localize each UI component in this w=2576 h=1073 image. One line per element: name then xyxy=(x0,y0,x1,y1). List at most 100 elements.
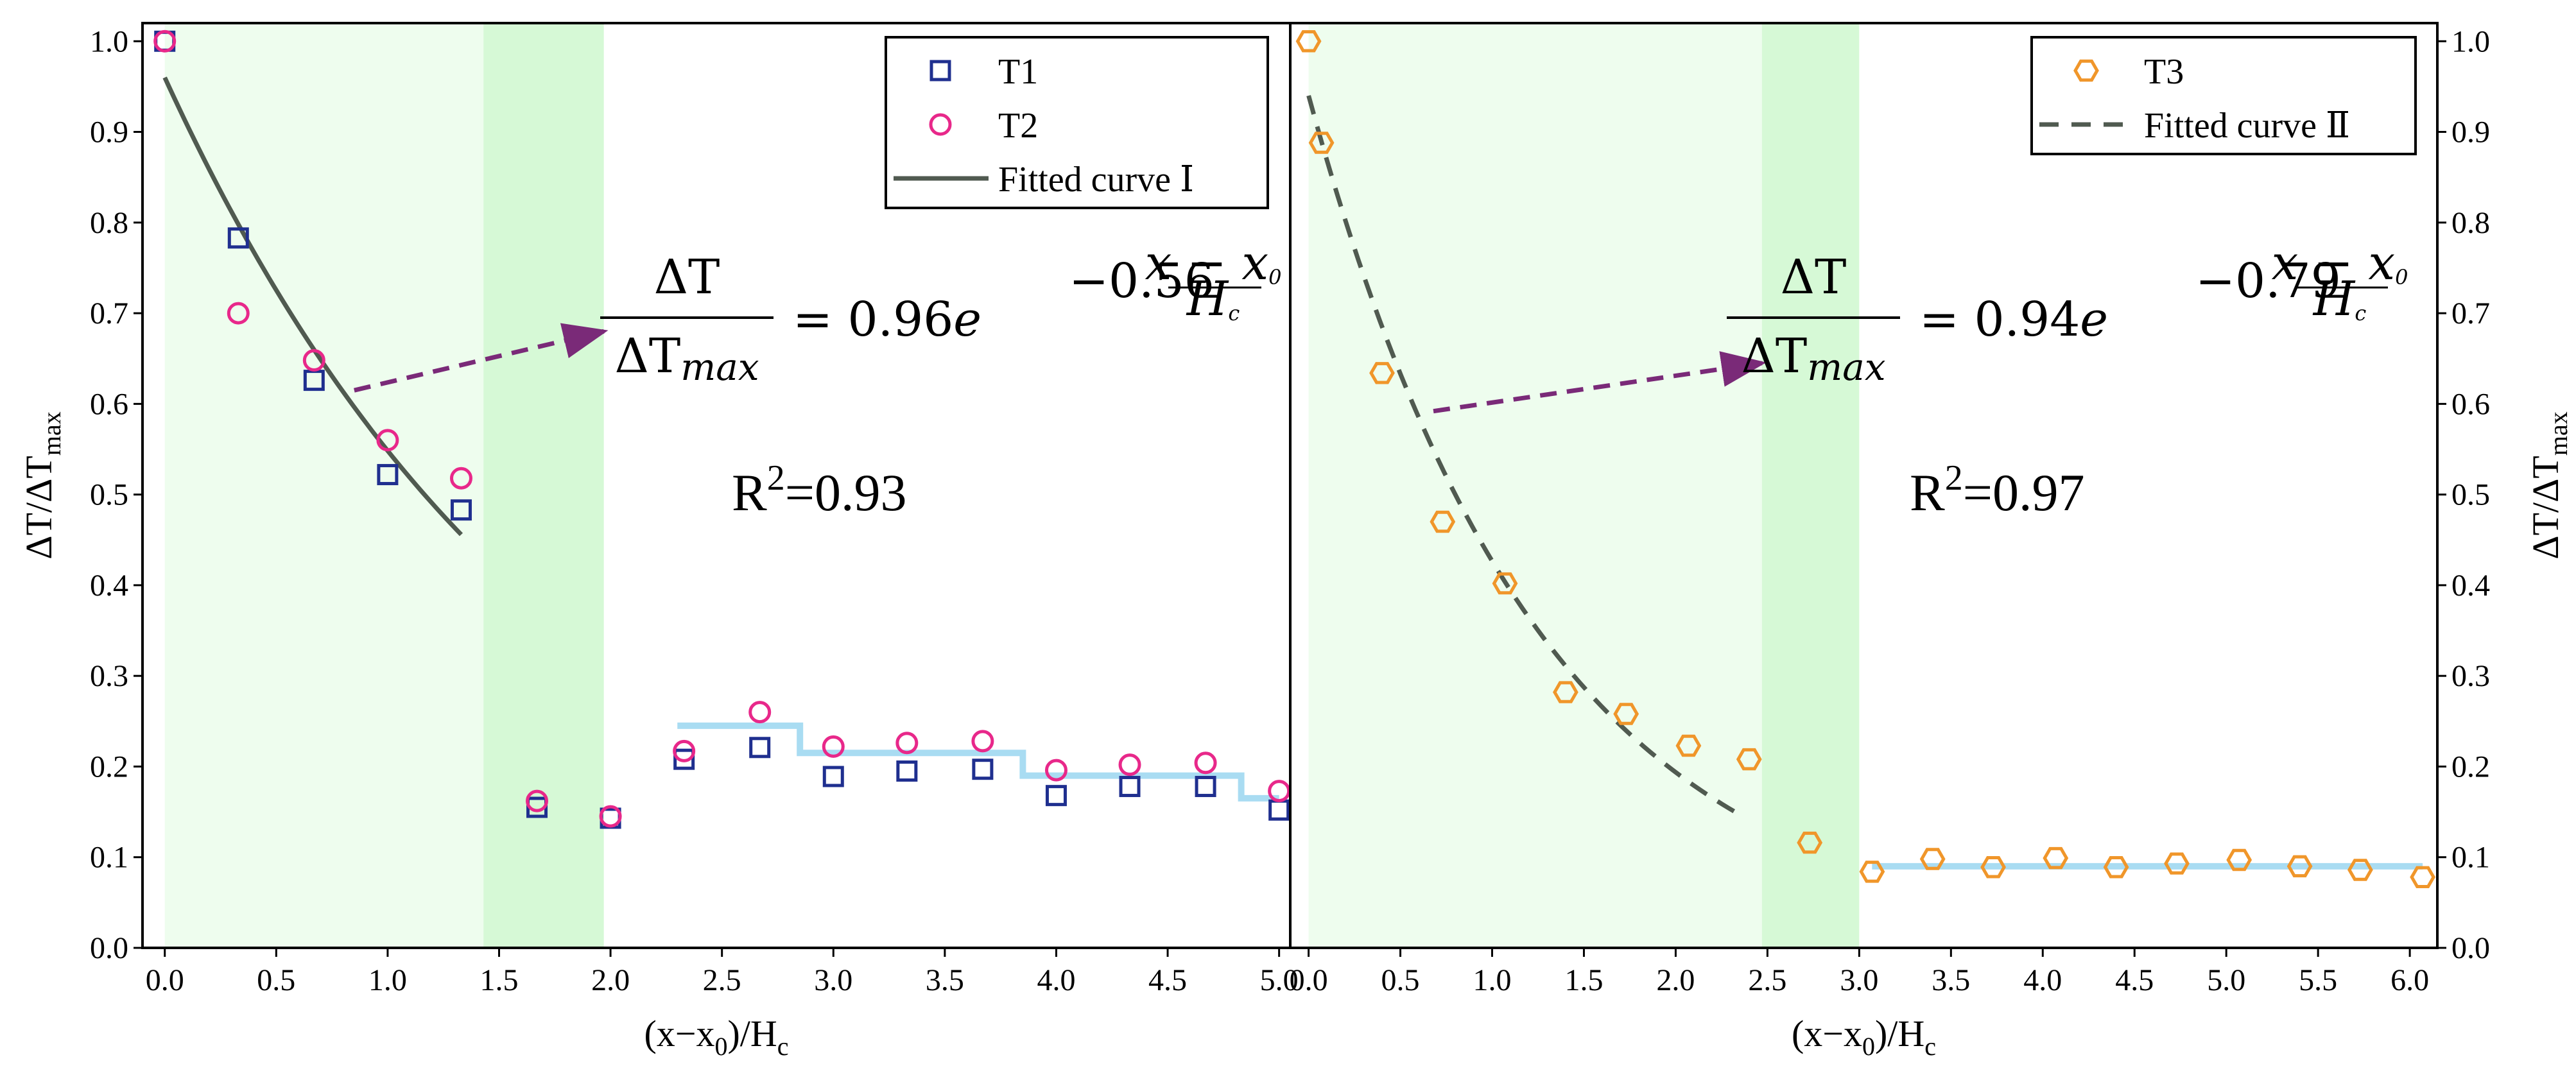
y-tick-label: 0.4 xyxy=(2451,569,2490,603)
x-tick-label: 4.0 xyxy=(2023,963,2062,997)
x-axis-title-mid: )/H xyxy=(1875,1013,1924,1054)
legend-label: T3 xyxy=(2144,52,2184,92)
data-point-t3 xyxy=(1675,734,1702,757)
y-tick-label: 0.5 xyxy=(90,478,128,512)
equation-denominator: ΔTmax xyxy=(1741,329,1885,389)
x-tick-label: 5.0 xyxy=(1260,963,1299,997)
x-axis-title-sub: c xyxy=(777,1032,789,1061)
y-tick-label: 0.5 xyxy=(2451,478,2490,512)
shaded-region xyxy=(1761,23,1860,948)
equation-rhs-prefix: = 0.96 xyxy=(793,292,953,347)
equation-exponent-denominator: Hc xyxy=(2312,271,2367,327)
data-point-t3 xyxy=(2226,848,2252,871)
x-tick-label: 3.0 xyxy=(1840,963,1878,997)
equation-denominator-main: ΔT xyxy=(1741,329,1807,384)
x-tick-label: 0.0 xyxy=(146,963,184,997)
panel-left: 0.0 0.1 0.2 0.3 0.4 0.5 0.6 0.7 0.8 0.9 1.0 0.0 0.5 1… xyxy=(18,22,1299,1061)
shaded-region xyxy=(1308,23,1762,948)
data-point-t2 xyxy=(822,735,845,758)
legend-label: T2 xyxy=(998,106,1038,146)
equation-rhs-e: e xyxy=(2080,292,2108,347)
legend-symbol-square xyxy=(929,60,951,82)
r-squared-r: R xyxy=(1910,463,1945,522)
panel-right: 0.0 0.1 0.2 0.3 0.4 0.5 0.6 0.7 0.8 0.9 1.0 0.0 0.5 1… xyxy=(1289,22,2573,1061)
data-point-t2 xyxy=(153,30,177,53)
fitted-curve xyxy=(1306,95,1738,815)
x-tick-label: 1.5 xyxy=(1564,963,1603,997)
equation-exponent-numerator: x − x0 xyxy=(2272,236,2408,291)
x-axis-title: (x−x0)/Hc xyxy=(644,1013,788,1061)
data-point-t2 xyxy=(971,730,994,753)
legend-symbol-circle xyxy=(929,113,952,136)
equation-denominator-sub: max xyxy=(680,345,759,389)
y-tick-label: 0.1 xyxy=(90,841,128,875)
data-point-t3 xyxy=(1919,848,1946,870)
y-axis-title-sub: max xyxy=(2544,411,2573,456)
y-axis-title-main: ΔT/ΔT xyxy=(2525,456,2566,560)
equation-exponent-denominator-sub: c xyxy=(2355,301,2366,325)
r-squared-value: =0.93 xyxy=(785,463,907,522)
data-point-t2 xyxy=(1194,751,1217,775)
x-axis-title-sub: 0 xyxy=(714,1032,727,1061)
annotation-arrow xyxy=(354,323,609,393)
data-point-t3 xyxy=(2410,866,2435,888)
y-tick-label: 0.6 xyxy=(2451,387,2490,421)
x-tick-label: 4.0 xyxy=(1037,963,1075,997)
data-point-t2 xyxy=(748,701,772,724)
data-point-t2 xyxy=(526,789,549,812)
fitted-curve xyxy=(162,76,463,536)
x-tick-label: 5.5 xyxy=(2299,963,2337,997)
data-point-t1 xyxy=(822,766,844,787)
x-tick-label: 0.0 xyxy=(1290,963,1328,997)
data-point-t3 xyxy=(2347,859,2373,881)
legend-label: T1 xyxy=(998,52,1038,92)
data-point-t3 xyxy=(1369,362,1395,384)
step-line xyxy=(677,722,1279,802)
equation-denominator: ΔTmax xyxy=(614,329,759,389)
y-tick-label: 0.2 xyxy=(2451,750,2490,784)
x-tick-label: 5.0 xyxy=(2207,963,2245,997)
data-point-t3 xyxy=(1492,572,1518,595)
y-tick-label: 0.8 xyxy=(2451,206,2490,240)
x-tick-label: 4.5 xyxy=(1148,963,1187,997)
equation-rhs: = 0.96e xyxy=(793,292,981,347)
equation-denominator-main: ΔT xyxy=(614,329,680,384)
data-point-t3 xyxy=(2103,856,2129,879)
x-axis-title-mid: )/H xyxy=(727,1013,777,1054)
y-axis-title: ΔT/ΔTmax xyxy=(18,411,66,559)
y-tick-label: 0.3 xyxy=(2451,659,2490,693)
x-tick-label: 2.0 xyxy=(591,963,630,997)
r-squared-sup: 2 xyxy=(1945,458,1963,498)
data-point-t2 xyxy=(895,732,919,755)
x-tick-label: 1.5 xyxy=(480,963,518,997)
data-point-t3 xyxy=(1980,856,2006,879)
x-axis-title-sub: c xyxy=(1924,1032,1936,1061)
data-point-t2 xyxy=(376,429,399,452)
equation-exponent-coef: −0.56 xyxy=(1069,253,1215,309)
y-tick-label: 1.0 xyxy=(90,24,128,58)
data-point-t2 xyxy=(1044,759,1068,782)
y-tick-label: 0.4 xyxy=(90,569,128,603)
equation-exponent-numerator-sub: 0 xyxy=(1268,265,1281,289)
equation-exponent-coef: −0.79 xyxy=(2195,253,2341,309)
r-squared-sup: 2 xyxy=(767,458,785,498)
y-tick-label: 1.0 xyxy=(2451,24,2490,58)
data-point-t1 xyxy=(377,464,399,486)
equation-denominator-sub: max xyxy=(1807,345,1885,389)
equation-exponent-denominator-sub: c xyxy=(1228,301,1240,325)
y-tick-label: 0.9 xyxy=(90,116,128,150)
data-point-t2 xyxy=(1268,780,1291,803)
x-axis-title-main: (x−x xyxy=(644,1013,714,1054)
data-point-t3 xyxy=(1295,30,1322,53)
r-squared-r: R xyxy=(732,463,767,522)
y-axis-title-main: ΔT/ΔT xyxy=(18,456,60,560)
equation-rhs: = 0.94e xyxy=(1919,292,2108,347)
x-tick-label: 2.5 xyxy=(1748,963,1786,997)
data-point-t3 xyxy=(2286,855,2313,878)
data-point-t2 xyxy=(449,467,472,490)
data-point-t2 xyxy=(1118,753,1141,777)
data-point-t1 xyxy=(749,737,771,759)
x-tick-label: 4.5 xyxy=(2115,963,2154,997)
legend-label: Fitted curve Ⅱ xyxy=(2144,106,2350,146)
